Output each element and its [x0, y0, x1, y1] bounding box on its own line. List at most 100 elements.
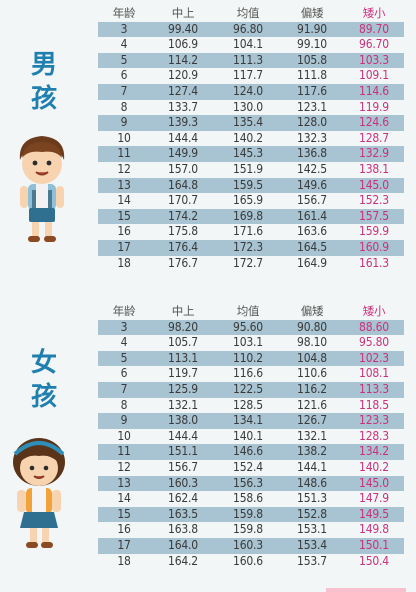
girls-cell-below: 90.80: [297, 319, 327, 334]
boys-header-age: 年龄: [112, 6, 136, 20]
boys-table-body: 3 99.40 96.80 91.90 89.70 4 106.9 104.1 99.10 96.…: [98, 21, 404, 272]
boys-cell-short: 124.6: [359, 115, 389, 130]
boys-cell-short: 128.7: [359, 130, 389, 145]
girls-cell-upper: 163.8: [168, 522, 198, 537]
boys-cell-mean: 145.3: [233, 146, 263, 161]
boys-cell-short: 152.3: [359, 193, 389, 208]
boys-cell-below: 161.4: [297, 208, 327, 223]
girls-cell-below: 116.2: [297, 381, 327, 396]
girls-cell-mean: 128.5: [233, 397, 263, 412]
girls-cell-age: 8: [120, 397, 128, 412]
boys-cell-below: 91.90: [297, 21, 327, 36]
boys-height-table: 年龄 中上 均值 偏矮 矮小 3 99.40 96.80 91.90 89.70 4 106…: [98, 6, 404, 271]
boys-table-header: 年龄 中上 均值 偏矮 矮小: [98, 6, 404, 22]
girls-cell-mean: 159.8: [233, 506, 263, 521]
boys-cell-mean: 140.2: [233, 130, 263, 145]
girls-cell-upper: 156.7: [168, 459, 198, 474]
boys-cell-upper: 139.3: [168, 115, 198, 130]
girls-cell-upper: 144.4: [168, 428, 198, 443]
girl-illustration: [13, 438, 65, 548]
footer-decoration: [326, 588, 406, 592]
boys-cell-upper: 175.8: [168, 224, 198, 239]
girls-cell-mean: 160.3: [233, 537, 263, 552]
girls-cell-age: 9: [120, 413, 128, 428]
girls-cell-age: 18: [117, 553, 131, 568]
girls-cell-mean: 110.2: [233, 350, 263, 365]
girls-cell-age: 12: [117, 459, 131, 474]
girls-cell-below: 153.1: [297, 522, 327, 537]
boys-cell-below: 123.1: [297, 99, 327, 114]
girls-cell-below: 153.4: [297, 537, 327, 552]
boys-cell-mean: 171.6: [233, 224, 263, 239]
girls-cell-short: 113.3: [359, 381, 389, 396]
boys-table-row: 11 149.9 145.3 136.8 132.9: [98, 146, 404, 162]
boys-header-below: 偏矮: [300, 6, 324, 20]
girls-header-below: 偏矮: [300, 304, 324, 318]
girls-cell-below: 151.3: [297, 491, 327, 506]
boys-cell-upper: 149.9: [168, 146, 198, 161]
girls-cell-short: 140.2: [359, 459, 389, 474]
boys-cell-age: 18: [117, 255, 131, 270]
girls-cell-mean: 158.6: [233, 491, 263, 506]
boys-header-mean: 均值: [236, 6, 260, 20]
boys-cell-below: 164.9: [297, 255, 327, 270]
boys-cell-mean: 96.80: [233, 21, 263, 36]
girls-cell-mean: 146.6: [233, 444, 263, 459]
boys-header-upper: 中上: [171, 6, 195, 20]
girls-cell-below: 148.6: [297, 475, 327, 490]
boys-table-row: 18 176.7 172.7 164.9 161.3: [98, 256, 404, 272]
boys-cell-below: 111.8: [297, 68, 327, 83]
girls-cell-below: 104.8: [297, 350, 327, 365]
girls-cell-mean: 140.1: [233, 428, 263, 443]
boys-cell-short: 96.70: [359, 37, 389, 52]
boys-cell-age: 16: [117, 224, 131, 239]
girls-cell-age: 14: [117, 491, 131, 506]
girls-cell-short: 108.1: [359, 366, 389, 381]
boys-cell-mean: 117.7: [233, 68, 263, 83]
girls-cell-short: 118.5: [359, 397, 389, 412]
boys-cell-upper: 170.7: [168, 193, 198, 208]
girls-cell-mean: 95.60: [233, 319, 263, 334]
boys-cell-upper: 99.40: [168, 21, 198, 36]
girls-cell-age: 17: [117, 537, 131, 552]
boys-cell-upper: 127.4: [168, 83, 198, 98]
boys-table-row: 12 157.0 151.9 142.5 138.1: [98, 162, 404, 178]
boys-cell-mean: 165.9: [233, 193, 263, 208]
girls-cell-age: 6: [120, 366, 128, 381]
boys-cell-mean: 159.5: [233, 177, 263, 192]
girls-cell-below: 144.1: [297, 459, 327, 474]
girls-cell-upper: 162.4: [168, 491, 198, 506]
girls-table-header: 年龄 中上 均值 偏矮 矮小: [98, 304, 404, 320]
girls-table-row: 11 151.1 146.6 138.2 134.2: [98, 444, 404, 460]
girls-cell-upper: 164.2: [168, 553, 198, 568]
boys-table-row: 7 127.4 124.0 117.6 114.6: [98, 83, 404, 100]
boys-cell-below: 117.6: [297, 83, 327, 98]
girls-cell-age: 7: [120, 381, 128, 396]
girls-cell-short: 102.3: [359, 350, 389, 365]
girls-title-char-1: 女: [30, 348, 57, 378]
boys-cell-mean: 169.8: [233, 208, 263, 223]
boys-cell-age: 12: [117, 161, 131, 176]
boys-cell-upper: 133.7: [168, 99, 198, 114]
girls-cell-below: 152.8: [297, 506, 327, 521]
girls-cell-short: 150.4: [359, 553, 389, 568]
boys-cell-mean: 104.1: [233, 37, 263, 52]
girls-height-table: 年龄 中上 均值 偏矮 矮小 3 98.20 95.60 90.80 88.60 4 105…: [98, 304, 404, 569]
boys-cell-short: 103.3: [359, 52, 389, 67]
girls-table-row: 6 119.7 116.6 110.6 108.1: [98, 366, 404, 382]
boys-cell-age: 13: [117, 177, 131, 192]
girls-table-row: 4 105.7 103.1 98.10 95.80: [98, 335, 404, 351]
boys-cell-upper: 176.4: [168, 239, 198, 254]
girls-cell-below: 132.1: [297, 428, 327, 443]
girls-table-row: 12 156.7 152.4 144.1 140.2: [98, 460, 404, 476]
girls-cell-short: 134.2: [359, 444, 389, 459]
boys-cell-upper: 120.9: [168, 68, 198, 83]
girls-cell-mean: 159.8: [233, 522, 263, 537]
girls-cell-upper: 98.20: [168, 319, 198, 334]
boys-cell-age: 10: [117, 130, 131, 145]
boys-cell-upper: 176.7: [168, 255, 198, 270]
girls-title: 女 孩: [26, 346, 62, 414]
boys-cell-upper: 106.9: [168, 37, 198, 52]
boys-cell-below: 156.7: [297, 193, 327, 208]
girls-cell-upper: 138.0: [168, 413, 198, 428]
